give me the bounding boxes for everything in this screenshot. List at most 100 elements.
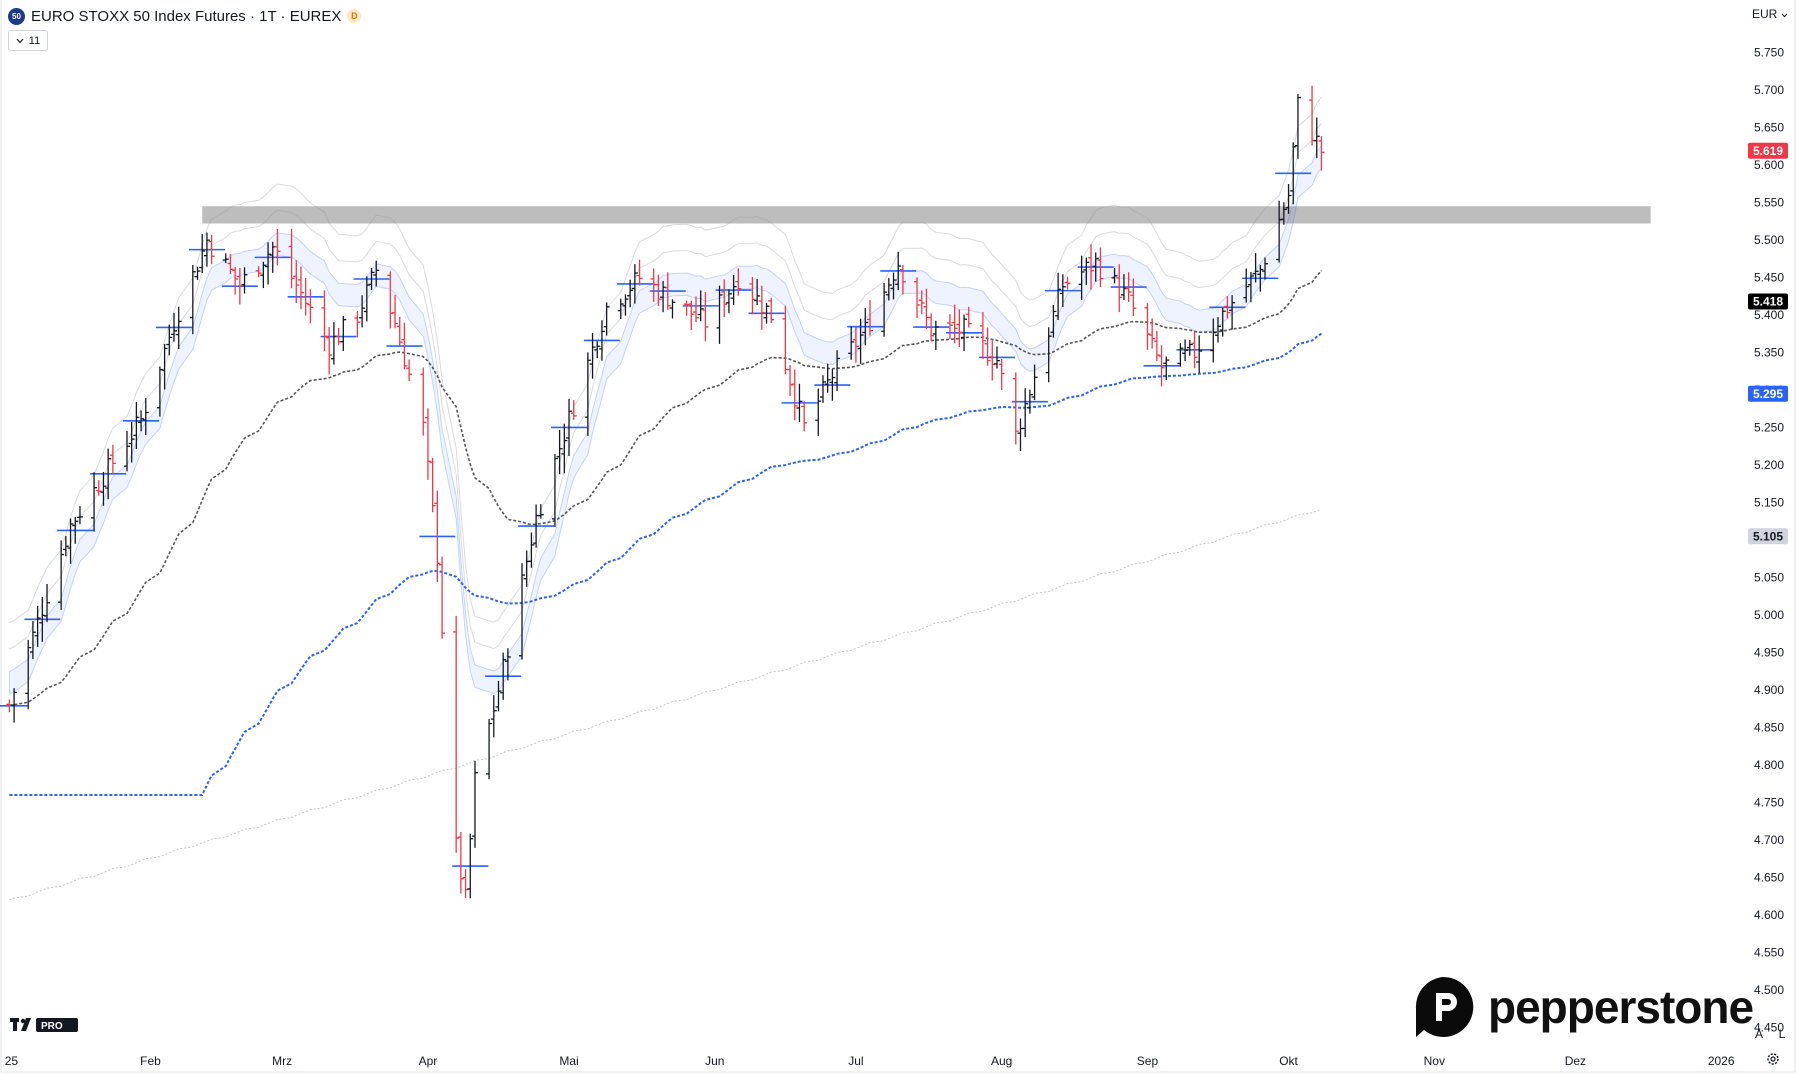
ohlc-bar[interactable] <box>227 253 234 275</box>
ohlc-bar[interactable] <box>100 471 107 506</box>
ohlc-bar[interactable] <box>1294 94 1301 159</box>
ohlc-bar[interactable] <box>1059 274 1066 308</box>
price-label[interactable]: 5.418 <box>1748 293 1788 310</box>
ohlc-bar[interactable] <box>1031 364 1038 401</box>
ohlc-bar[interactable] <box>424 408 431 480</box>
log-scale-button[interactable]: L <box>1778 1027 1786 1041</box>
ohlc-bar[interactable] <box>528 532 535 568</box>
tradingview-logo[interactable]: PRO <box>10 1017 80 1038</box>
ohlc-bar[interactable] <box>519 563 525 660</box>
ohlc-bar[interactable] <box>199 234 206 273</box>
ohlc-bar[interactable] <box>862 308 869 346</box>
ohlc-bar[interactable] <box>566 398 573 457</box>
ohlc-bar[interactable] <box>222 253 229 264</box>
ohlc-bar[interactable] <box>787 365 794 396</box>
ohlc-bar[interactable] <box>965 306 972 328</box>
ohlc-bar[interactable] <box>688 300 695 331</box>
ohlc-bar[interactable] <box>429 457 436 513</box>
ohlc-bar[interactable] <box>993 346 1000 369</box>
ohlc-bar[interactable] <box>1252 253 1259 283</box>
ohlc-bar[interactable] <box>1285 183 1292 214</box>
ohlc-bar[interactable] <box>457 831 464 894</box>
ohlc-bar[interactable] <box>551 454 558 527</box>
ohlc-bar[interactable] <box>420 367 427 436</box>
ohlc-bar[interactable] <box>274 228 281 266</box>
ohlc-bar[interactable] <box>664 272 671 310</box>
ohlc-bar[interactable] <box>754 279 761 306</box>
ohlc-bar[interactable] <box>730 275 737 306</box>
ohlc-bar[interactable] <box>932 320 939 351</box>
chart-title[interactable]: EURO STOXX 50 Index Futures · 1T · EUREX <box>31 7 342 25</box>
ohlc-bar[interactable] <box>95 480 102 496</box>
ohlc-bar[interactable] <box>486 719 493 780</box>
symbol-badge[interactable]: 50 <box>8 7 25 25</box>
ohlc-bar[interactable] <box>594 341 601 359</box>
ohlc-bar[interactable] <box>627 279 634 308</box>
data-status-badge[interactable]: D <box>347 9 362 23</box>
ohlc-bar[interactable] <box>1313 117 1320 159</box>
ohlc-bar[interactable] <box>824 363 831 393</box>
ohlc-bar[interactable] <box>123 431 130 472</box>
ohlc-bar[interactable] <box>768 297 775 324</box>
ohlc-bar[interactable] <box>175 306 182 350</box>
ohlc-bar[interactable] <box>1191 331 1198 369</box>
ohlc-bar[interactable] <box>76 506 83 525</box>
ohlc-bar[interactable] <box>617 298 624 320</box>
ohlc-bar[interactable] <box>133 402 140 449</box>
ohlc-bar[interactable] <box>67 518 74 564</box>
ohlc-bar[interactable] <box>321 290 328 352</box>
ohlc-bar[interactable] <box>895 251 902 291</box>
ohlc-bar[interactable] <box>293 260 300 304</box>
ohlc-bar[interactable] <box>603 302 610 336</box>
ohlc-bar[interactable] <box>1078 255 1085 300</box>
ohlc-bar[interactable] <box>984 327 991 366</box>
ohlc-bar[interactable] <box>1177 343 1184 367</box>
ohlc-bar[interactable] <box>693 296 699 323</box>
ohlc-bar[interactable] <box>241 267 248 294</box>
ohlc-bar[interactable] <box>1064 276 1071 290</box>
ohlc-bar[interactable] <box>373 260 380 287</box>
ohlc-bar[interactable] <box>852 327 859 363</box>
ohlc-bar[interactable] <box>453 615 460 853</box>
ohlc-bar[interactable] <box>138 410 145 432</box>
ohlc-bar[interactable] <box>1243 268 1250 303</box>
ohlc-bar[interactable] <box>302 277 309 316</box>
ohlc-bar[interactable] <box>636 259 643 286</box>
ohlc-bar[interactable] <box>1290 142 1297 205</box>
ohlc-bar[interactable] <box>881 282 888 337</box>
ohlc-bar[interactable] <box>354 311 361 338</box>
ohlc-bar[interactable] <box>189 264 196 335</box>
ohlc-bar[interactable] <box>471 760 478 848</box>
ohlc-bar[interactable] <box>72 517 79 544</box>
ohlc-bar[interactable] <box>1247 271 1254 303</box>
ohlc-bar[interactable] <box>307 289 314 324</box>
ohlc-bar[interactable] <box>1130 278 1137 316</box>
ohlc-bar[interactable] <box>946 314 953 340</box>
ohlc-bar[interactable] <box>1186 339 1193 356</box>
ohlc-bar[interactable] <box>368 267 375 291</box>
price-label[interactable]: 5.619 <box>1748 142 1788 159</box>
ohlc-bar[interactable] <box>899 265 906 295</box>
ohlc-bar[interactable] <box>956 309 963 347</box>
ohlc-bar[interactable] <box>1045 327 1052 383</box>
ohlc-bar[interactable] <box>848 326 855 360</box>
ohlc-bar[interactable] <box>1022 388 1029 438</box>
ohlc-bar[interactable] <box>467 833 474 899</box>
ohlc-bar[interactable] <box>1182 339 1189 362</box>
ohlc-bar[interactable] <box>265 242 272 285</box>
ohlc-bar[interactable] <box>62 535 69 557</box>
ohlc-bar[interactable] <box>44 583 51 623</box>
ohlc-bar[interactable] <box>1257 264 1264 292</box>
ohlc-bar[interactable] <box>791 369 798 421</box>
ohlc-bar[interactable] <box>890 272 897 300</box>
ohlc-bar[interactable] <box>171 313 177 342</box>
ohlc-bar[interactable] <box>396 316 403 346</box>
ohlc-bar[interactable] <box>1125 272 1132 302</box>
ohlc-bar[interactable] <box>490 695 497 738</box>
ohlc-bar[interactable] <box>589 332 596 379</box>
ohlc-bar[interactable] <box>1088 244 1095 290</box>
ohlc-bar[interactable] <box>1012 372 1019 445</box>
ohlc-bar[interactable] <box>763 302 770 324</box>
ohlc-bar[interactable] <box>1149 318 1156 349</box>
